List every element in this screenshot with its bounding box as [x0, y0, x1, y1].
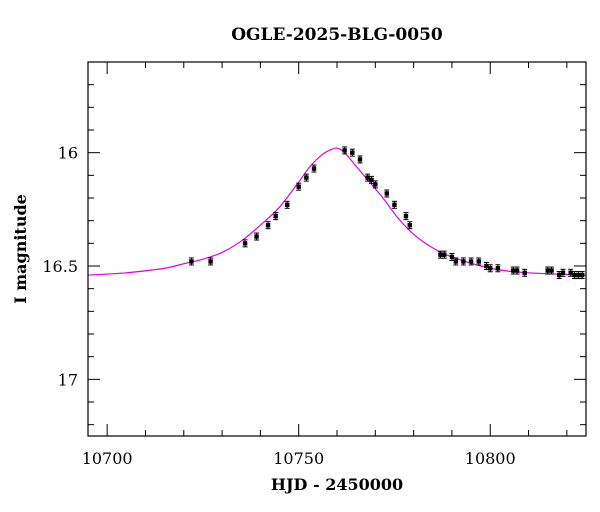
data-point	[342, 146, 348, 155]
y-tick-label: 16.5	[42, 257, 78, 276]
y-tick-label: 16	[58, 144, 78, 163]
data-point	[487, 264, 493, 273]
data-point	[468, 257, 474, 266]
x-tick-label: 10800	[465, 449, 516, 468]
data-point	[391, 200, 397, 209]
data-point	[453, 257, 459, 266]
y-tick-label: 17	[58, 370, 78, 389]
model-curve	[88, 147, 586, 276]
data-point	[476, 257, 482, 266]
data-point	[372, 180, 378, 189]
data-point	[556, 271, 562, 280]
data-point	[254, 232, 260, 241]
chart-title: OGLE-2025-BLG-0050	[231, 25, 443, 45]
data-point	[208, 257, 214, 266]
x-tick-label: 10700	[82, 449, 133, 468]
data-point	[311, 164, 317, 173]
data-point	[549, 266, 555, 275]
data-point	[441, 250, 447, 259]
data-point	[188, 257, 194, 266]
data-point	[273, 212, 279, 221]
x-tick-label: 10750	[273, 449, 324, 468]
data-point	[403, 212, 409, 221]
data-point	[265, 221, 271, 230]
data-point	[579, 271, 585, 280]
x-axis-label: HJD - 2450000	[271, 475, 403, 494]
plot-frame	[87, 61, 587, 437]
data-point	[303, 173, 309, 182]
data-point	[560, 268, 566, 277]
data-point	[522, 268, 528, 277]
data-point	[460, 257, 466, 266]
data-point	[284, 200, 290, 209]
data-point	[242, 239, 248, 248]
data-point	[296, 182, 302, 191]
data-point	[514, 266, 520, 275]
y-axis-label: I magnitude	[11, 194, 30, 304]
data-point	[357, 155, 363, 164]
data-point	[407, 221, 413, 230]
data-point	[384, 189, 390, 198]
data-point	[349, 148, 355, 157]
data-point	[495, 264, 501, 273]
axis-ticks: 10700 10750 10800 16 16.5 17	[42, 61, 586, 468]
plot-area	[88, 146, 586, 280]
